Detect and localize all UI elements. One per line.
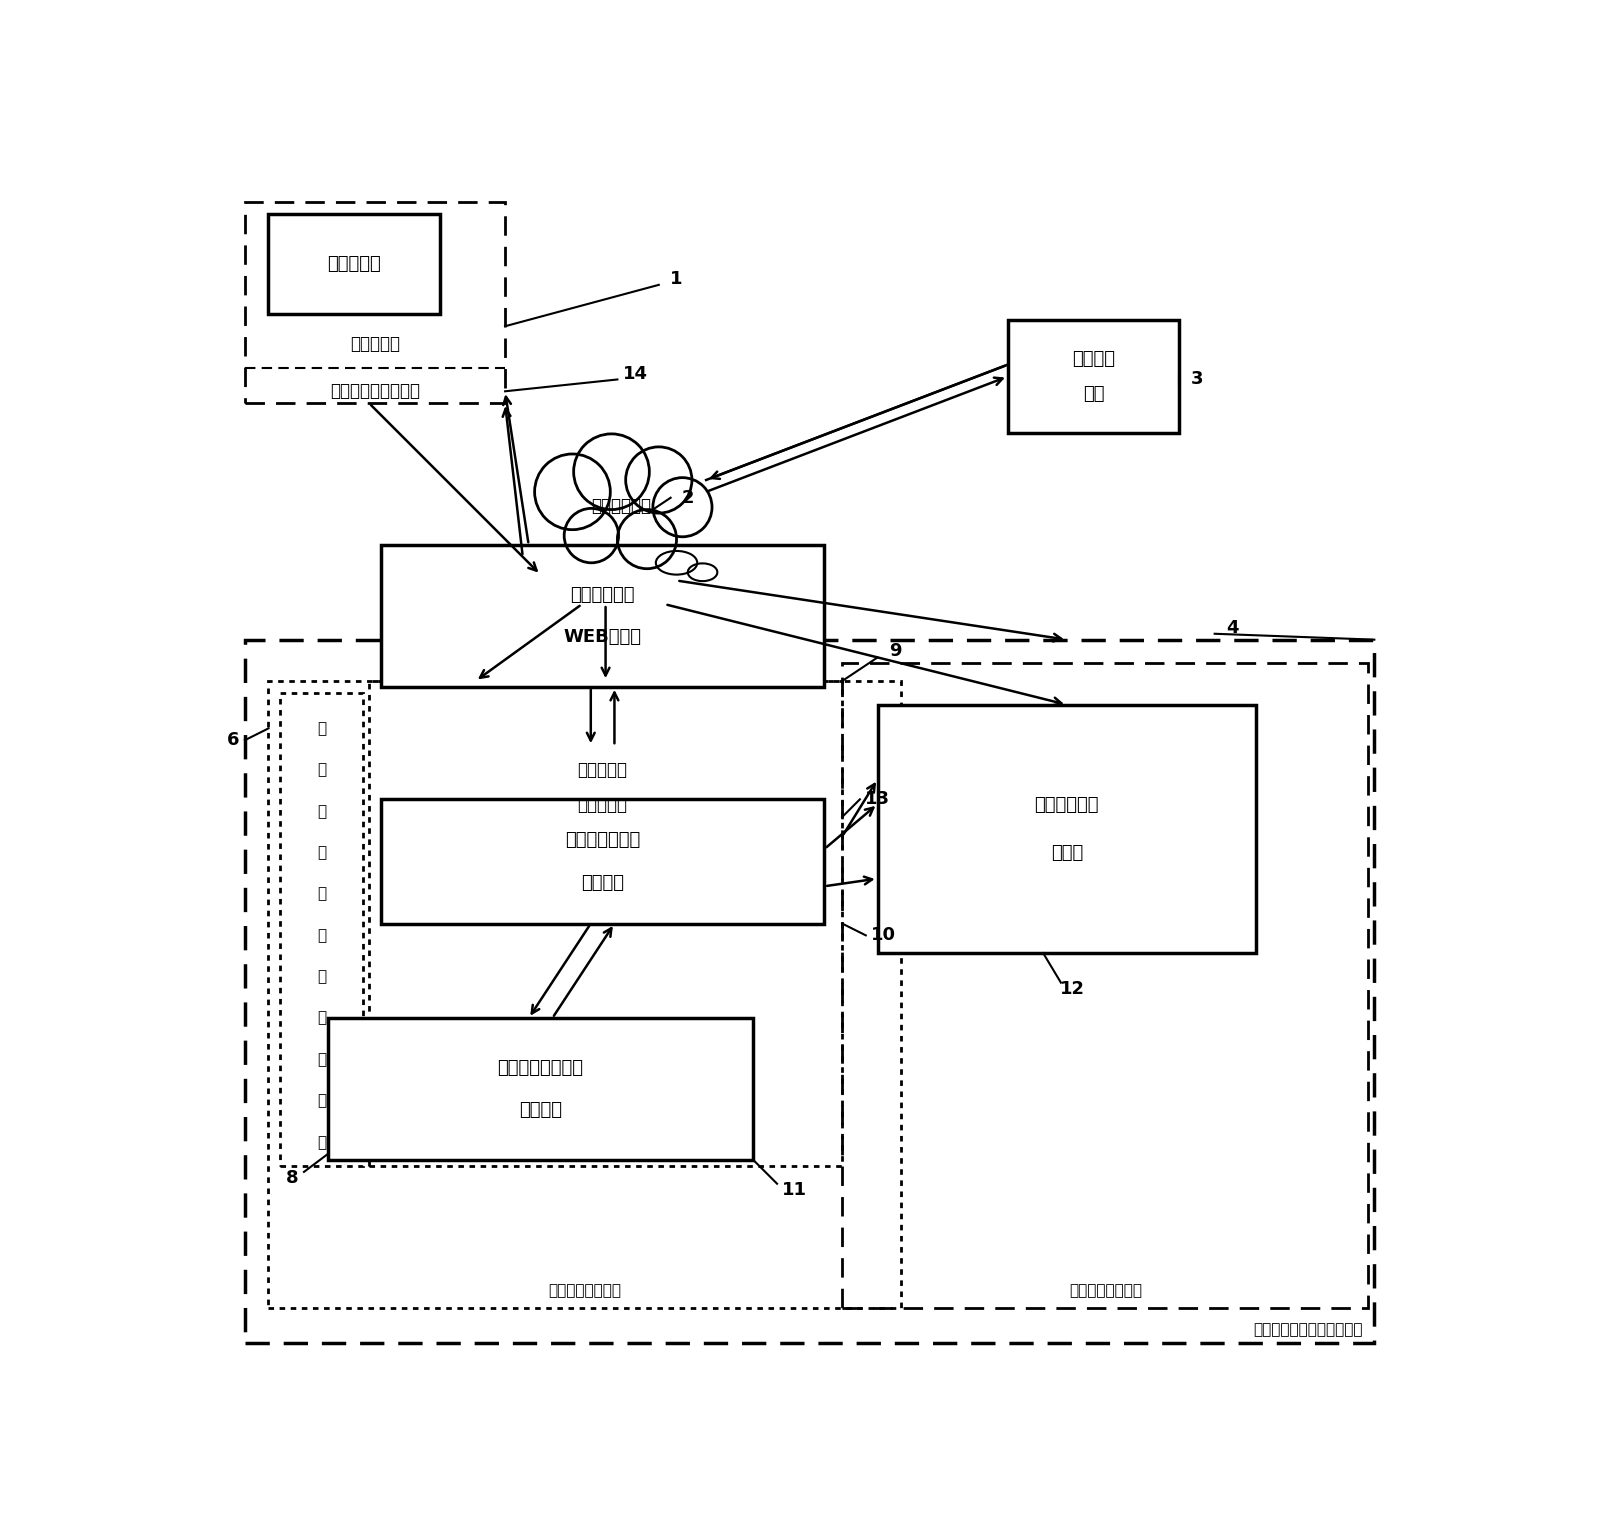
Ellipse shape	[656, 551, 698, 574]
Bar	[268, 214, 441, 315]
Ellipse shape	[688, 564, 717, 581]
Circle shape	[653, 478, 712, 536]
Circle shape	[564, 508, 618, 562]
Bar	[268, 680, 901, 1309]
Text: 国际互联网络: 国际互联网络	[591, 498, 652, 515]
Bar	[281, 693, 363, 1166]
Bar	[380, 545, 824, 687]
Text: 务: 务	[318, 1094, 326, 1109]
Text: 10: 10	[870, 926, 896, 945]
Text: 客户端插件: 客户端插件	[327, 255, 382, 273]
Text: 中文域名解析: 中文域名解析	[1035, 796, 1099, 814]
Text: 国际域名: 国际域名	[1072, 350, 1115, 367]
Text: 9: 9	[890, 642, 902, 660]
Bar	[327, 1018, 754, 1160]
Bar	[842, 664, 1369, 1309]
Bar	[244, 203, 505, 402]
Text: 应: 应	[318, 1011, 326, 1026]
Text: 4: 4	[1226, 619, 1239, 637]
Bar	[369, 680, 842, 1166]
Text: 6: 6	[227, 731, 240, 750]
Text: 2: 2	[682, 488, 695, 507]
Text: 12: 12	[1060, 980, 1086, 997]
Text: 13: 13	[866, 791, 890, 808]
Bar	[1008, 321, 1179, 433]
Circle shape	[626, 447, 692, 513]
Text: 通用网址繁: 通用网址繁	[578, 760, 628, 779]
Text: 中文通用网址模块: 中文通用网址模块	[548, 1283, 621, 1298]
Circle shape	[618, 510, 677, 568]
Text: 1: 1	[671, 270, 684, 287]
Text: 简转换模块: 简转换模块	[578, 796, 628, 814]
Text: 客户端模块: 客户端模块	[350, 335, 399, 353]
Circle shape	[535, 455, 610, 530]
Text: 中文域名系统模块: 中文域名系统模块	[1068, 1283, 1142, 1298]
Text: 响: 响	[318, 969, 326, 985]
Text: 中: 中	[318, 720, 326, 736]
Text: 服务器: 服务器	[1051, 843, 1083, 862]
Text: 11: 11	[783, 1181, 808, 1198]
Text: 通: 通	[318, 803, 326, 819]
Text: 中文资源智能解析通道模块: 中文资源智能解析通道模块	[1254, 1321, 1362, 1336]
Text: 器: 器	[318, 1135, 326, 1150]
Bar	[878, 705, 1257, 952]
Text: 中文域名繁简转换模: 中文域名繁简转换模	[331, 382, 420, 401]
Text: 中文通用网址数据: 中文通用网址数据	[498, 1058, 583, 1077]
Text: 8: 8	[286, 1169, 299, 1187]
Text: 文: 文	[318, 762, 326, 777]
Text: 网: 网	[318, 886, 326, 902]
Text: WEB服务器: WEB服务器	[564, 628, 642, 647]
Circle shape	[573, 433, 650, 510]
Text: 库服务器: 库服务器	[519, 1101, 562, 1120]
Text: 用: 用	[318, 845, 326, 860]
Text: 中文通用网址: 中文通用网址	[570, 585, 636, 604]
Bar	[244, 639, 1375, 1344]
Text: 3: 3	[1191, 370, 1203, 389]
Text: 址: 址	[318, 928, 326, 943]
Text: 用服务器: 用服务器	[581, 874, 624, 892]
Bar	[380, 799, 824, 923]
Text: 服: 服	[318, 1052, 326, 1068]
Text: 系统: 系统	[1083, 386, 1104, 404]
Text: 14: 14	[623, 364, 648, 382]
Text: 中文通用网址应: 中文通用网址应	[565, 831, 640, 849]
